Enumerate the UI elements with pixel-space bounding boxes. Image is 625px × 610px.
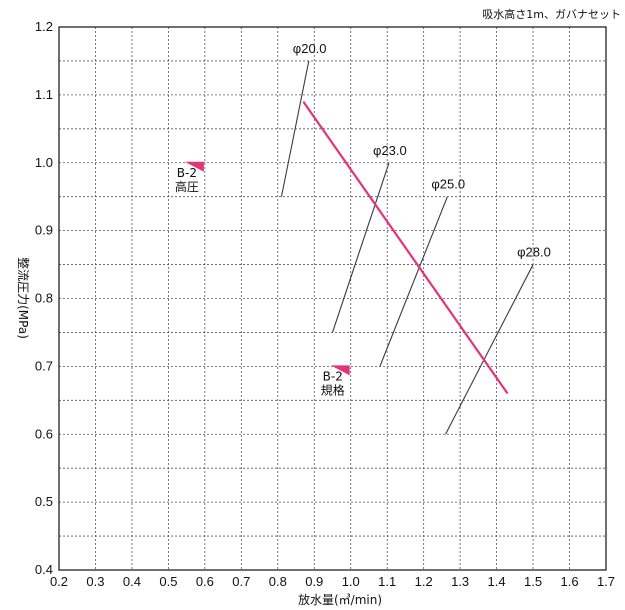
nozzle-line: [331, 162, 390, 333]
chart-note: 吸水高さ1m、ガバナセット: [482, 7, 621, 21]
plot-frame: [58, 26, 607, 571]
marker-label-line1: B-2: [323, 369, 343, 383]
marker-label-line2: 高圧: [175, 179, 199, 194]
x-tick-label: 0.7: [232, 574, 250, 589]
nozzle-label: φ20.0: [293, 41, 327, 56]
x-tick-label: 0.9: [305, 574, 323, 589]
nozzle-line: [280, 60, 310, 197]
y-tick-label: 0.8: [35, 291, 53, 306]
x-tick-label: 1.0: [342, 574, 360, 589]
x-tick-label: 0.4: [123, 574, 141, 589]
y-tick-label: 0.6: [35, 426, 53, 441]
marker-flag-icon: [184, 161, 204, 172]
x-tick-label: 0.5: [159, 574, 177, 589]
y-tick-label: 1.1: [35, 87, 53, 102]
y-tick-label: 0.7: [35, 358, 53, 373]
x-tick-label: 1.5: [524, 574, 542, 589]
marker-flag-icon: [330, 365, 350, 376]
y-axis-title: 整流圧力(MPa): [16, 257, 31, 339]
x-tick-label: 1.6: [560, 574, 578, 589]
x-tick-label: 1.3: [451, 574, 469, 589]
y-tick-label: 1.2: [35, 19, 53, 34]
nozzle-label: φ28.0: [517, 245, 551, 260]
x-tick-label: 0.3: [86, 574, 104, 589]
x-tick-label: 1.4: [488, 574, 506, 589]
grid: [59, 27, 606, 570]
x-tick-label: 1.1: [378, 574, 396, 589]
tick-labels: 0.2 0.3 0.4 0.5 0.6 0.7 0.8 0.9 1.0 1.1 1.2 1.3 1.4 1…: [35, 19, 615, 589]
x-axis-title: 放水量(㎥/min): [298, 592, 382, 607]
nozzle-label: φ23.0: [373, 143, 407, 158]
x-tick-label: 0.2: [50, 574, 68, 589]
x-tick-label: 0.8: [269, 574, 287, 589]
y-tick-label: 0.4: [35, 562, 53, 577]
marker-label-line1: B-2: [177, 166, 197, 180]
x-tick-label: 1.7: [597, 574, 615, 589]
nozzle-line: [445, 264, 534, 435]
pump-curve-line: [302, 101, 509, 395]
x-tick-label: 1.2: [415, 574, 433, 589]
y-tick-label: 0.9: [35, 223, 53, 238]
marker-label-line2: 規格: [321, 382, 345, 397]
y-tick-label: 1.0: [35, 155, 53, 170]
x-tick-label: 0.6: [196, 574, 214, 589]
nozzle-line: [379, 196, 448, 367]
y-tick-label: 0.5: [35, 494, 53, 509]
series: φ20.0 φ23.0 φ25.0 φ28.0: [280, 41, 551, 435]
nozzle-label: φ25.0: [431, 177, 465, 192]
